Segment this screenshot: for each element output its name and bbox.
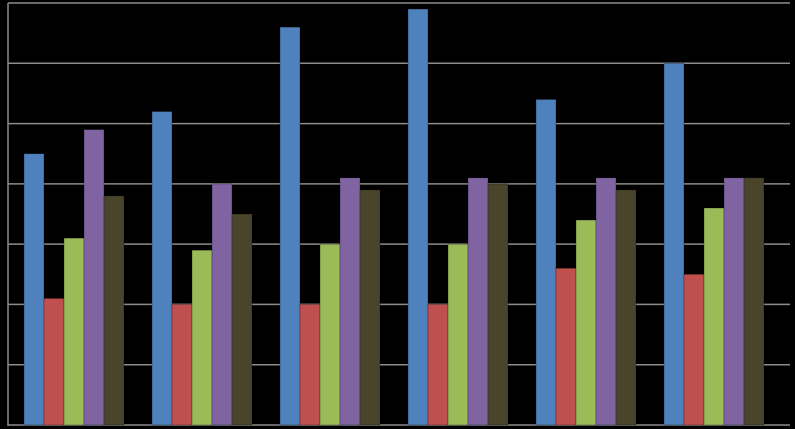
bar [83, 129, 105, 426]
bar [103, 195, 125, 426]
bar [663, 62, 685, 426]
bar [299, 304, 321, 426]
bar [339, 177, 361, 426]
grid [8, 2, 790, 426]
bar [151, 111, 173, 426]
bar [683, 273, 705, 426]
bar [555, 267, 577, 426]
bar [319, 243, 341, 426]
bar [535, 99, 557, 426]
bar [427, 304, 449, 426]
bar [43, 297, 65, 426]
bar [703, 207, 725, 426]
bar [467, 177, 489, 426]
bar [575, 219, 597, 426]
bar [359, 189, 381, 426]
bar [171, 304, 193, 426]
bars [23, 8, 765, 426]
bar [191, 249, 213, 426]
bar [447, 243, 469, 426]
bar [595, 177, 617, 426]
bar [743, 177, 765, 426]
bar [231, 213, 253, 426]
bar [211, 183, 233, 426]
bar [23, 153, 45, 426]
bar [487, 183, 509, 426]
bar [407, 8, 429, 426]
bar [279, 26, 301, 426]
bar [615, 189, 637, 426]
bar [63, 237, 85, 426]
bar [723, 177, 745, 426]
